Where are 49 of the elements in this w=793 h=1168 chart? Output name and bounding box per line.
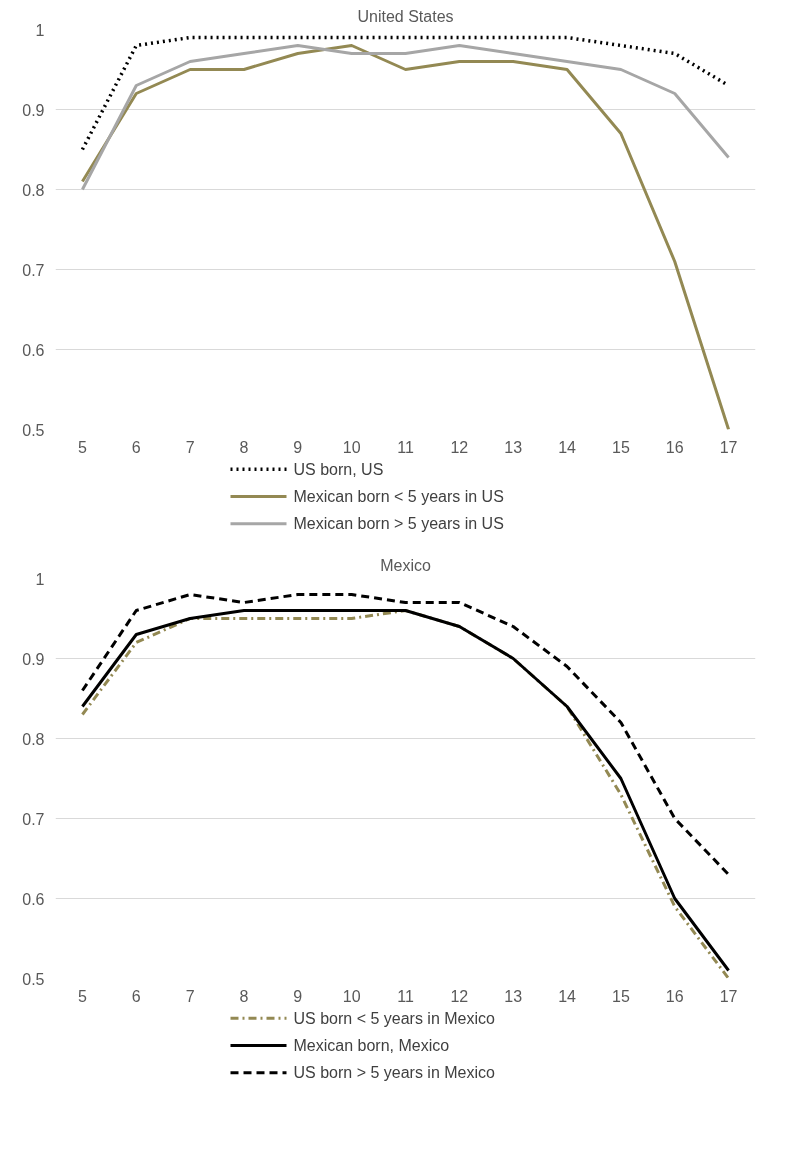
- x-tick-label: 6: [131, 438, 141, 456]
- x-tick-label: 17: [719, 438, 738, 456]
- y-tick-label: 0.7: [22, 261, 45, 279]
- legend-label: US born < 5 years in Mexico: [293, 1009, 496, 1027]
- y-tick-label: 0.5: [22, 421, 45, 439]
- x-tick-label: 7: [185, 987, 195, 1005]
- x-tick-label: 12: [450, 438, 469, 456]
- y-tick-label: 0.5: [22, 970, 45, 988]
- x-tick-label: 14: [558, 987, 577, 1005]
- legend-label: US born > 5 years in Mexico: [293, 1064, 496, 1082]
- chart-title: United States: [357, 7, 454, 25]
- x-tick-label: 13: [504, 438, 523, 456]
- y-tick-label: 0.9: [22, 101, 45, 119]
- chart-title: Mexico: [380, 556, 431, 574]
- x-tick-label: 10: [342, 987, 361, 1005]
- x-tick-label: 10: [342, 438, 361, 456]
- y-tick-label: 0.7: [22, 810, 45, 828]
- x-tick-label: 5: [77, 987, 87, 1005]
- y-tick-label: 1: [35, 570, 45, 588]
- x-tick-label: 16: [665, 987, 684, 1005]
- y-tick-label: 0.8: [22, 181, 45, 199]
- x-tick-label: 17: [719, 987, 738, 1005]
- y-tick-label: 0.8: [22, 730, 45, 748]
- x-tick-label: 8: [239, 438, 249, 456]
- y-tick-label: 0.9: [22, 650, 45, 668]
- legend-label: Mexican born < 5 years in US: [293, 488, 504, 505]
- line-series: [80, 44, 731, 191]
- y-tick-label: 0.6: [22, 890, 45, 908]
- x-tick-label: 7: [185, 438, 195, 456]
- x-tick-label: 15: [611, 987, 630, 1005]
- legend-label: US born, US: [293, 460, 384, 478]
- x-tick-label: 5: [77, 438, 87, 456]
- y-tick-label: 0.6: [22, 341, 45, 359]
- line-series: [80, 44, 731, 430]
- x-tick-label: 14: [558, 438, 577, 456]
- x-tick-label: 12: [450, 987, 469, 1005]
- legend-label: Mexican born > 5 years in US: [293, 515, 504, 533]
- line-series: [80, 593, 731, 876]
- x-tick-label: 13: [504, 987, 523, 1005]
- x-tick-label: 11: [397, 438, 414, 456]
- x-tick-label: 8: [239, 987, 249, 1005]
- legend-label: Mexican born, Mexico: [293, 1037, 450, 1054]
- x-tick-label: 6: [131, 987, 141, 1005]
- x-tick-label: 9: [293, 987, 303, 1005]
- x-tick-label: 15: [611, 438, 630, 456]
- x-tick-label: 16: [665, 438, 684, 456]
- x-tick-label: 11: [397, 987, 414, 1005]
- y-tick-label: 1: [35, 21, 45, 39]
- x-tick-label: 9: [293, 438, 303, 456]
